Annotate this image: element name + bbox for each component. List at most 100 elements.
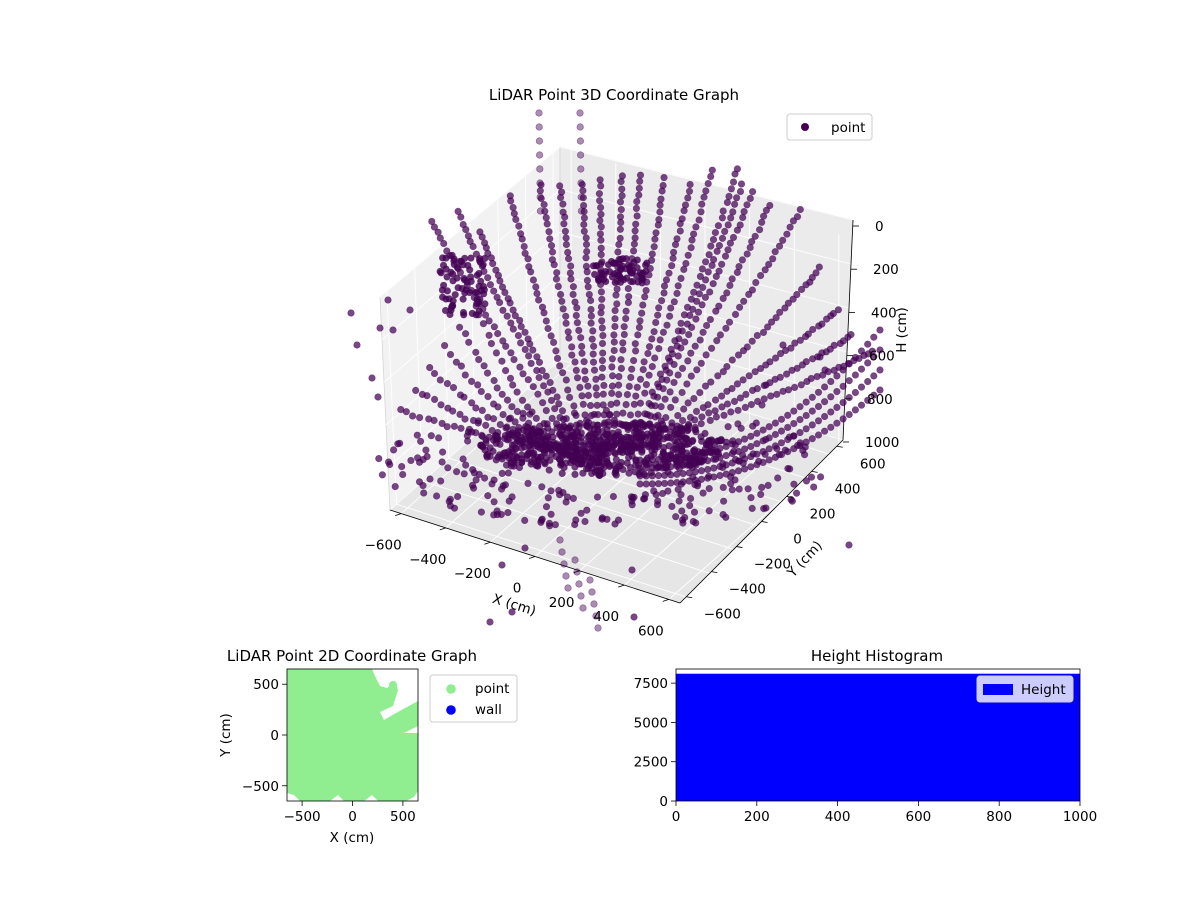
scatter-3d-point <box>684 251 692 259</box>
scatter-3d-point <box>720 411 728 419</box>
scatter-3d-point <box>797 381 805 389</box>
scatter-3d-point <box>833 388 841 396</box>
scatter-3d-point <box>719 207 727 215</box>
scatter-3d-point <box>629 357 638 365</box>
scatter-3d-point <box>755 457 763 465</box>
scatter-3d-point <box>757 490 765 499</box>
scatter-3d-point <box>594 459 602 467</box>
scatter-3d-point <box>743 201 751 209</box>
scatter-3d-point <box>548 248 557 256</box>
scatter-3d-point <box>538 515 546 523</box>
scatter-3d-point <box>630 400 638 408</box>
scatter-3d-point <box>611 307 619 315</box>
scatter-3d-point <box>528 408 536 416</box>
scatter-3d-point <box>699 328 707 336</box>
scatter-3d-point <box>598 295 606 303</box>
scatter-3d-point <box>814 417 823 425</box>
scatter-3d-point <box>662 276 671 284</box>
x-tick-3d-label: 200 <box>549 595 575 611</box>
scatter-3d-point <box>753 385 761 393</box>
z-tick-3d-label: 600 <box>869 349 895 365</box>
scatter-3d-point <box>636 399 645 407</box>
scatter-3d-point <box>535 109 543 117</box>
scatter-3d-point <box>616 213 625 221</box>
scatter-3d-point <box>672 425 681 434</box>
scatter-3d-point <box>549 338 558 347</box>
scatter-3d-point <box>433 492 441 500</box>
scatter-3d-point <box>440 239 448 248</box>
scatter-3d-point <box>636 375 645 383</box>
scatter-3d-point <box>482 439 490 447</box>
scatter-3d-point <box>684 194 692 202</box>
scatter-3d-point <box>490 377 498 385</box>
scatter-3d-point <box>655 304 663 312</box>
scatter-3d-point <box>631 468 639 476</box>
scatter-3d-point <box>599 390 607 398</box>
scatter-3d-point <box>668 262 676 270</box>
scatter-3d-point <box>834 306 843 314</box>
scatter-3d-point <box>719 483 727 492</box>
scatter-3d-point <box>783 230 791 238</box>
scatter-3d-point <box>660 479 669 488</box>
scatter-3d-point <box>660 174 668 182</box>
scatter-3d-point <box>640 495 649 503</box>
scatter-3d-point <box>696 389 704 397</box>
scatter-3d-point <box>616 446 625 454</box>
scatter-3d-point <box>613 300 621 308</box>
scatter-3d-point <box>509 325 517 333</box>
scatter-3d-point <box>672 513 680 521</box>
scatter-3d-point <box>569 494 578 503</box>
scatter-3d-point <box>752 279 760 287</box>
scatter-3d-point <box>845 360 853 368</box>
scatter-3d-point <box>704 180 712 188</box>
scatter-3d-point <box>462 330 470 338</box>
scatter-3d-point <box>503 312 511 320</box>
scatter-3d-point <box>619 465 627 474</box>
scatter-3d-point <box>505 497 513 505</box>
x-tick-2d-label: −500 <box>284 809 321 825</box>
scatter-3d-point <box>693 366 701 374</box>
scatter-3d-point <box>612 410 621 418</box>
scatter-3d-point <box>467 254 475 262</box>
scatter-3d-point <box>777 427 786 435</box>
scatter-3d-point <box>671 437 679 445</box>
scatter-3d-point <box>715 302 723 310</box>
scatter-3d-point <box>641 389 649 397</box>
scatter-3d-point <box>564 328 572 336</box>
scatter-3d-point <box>423 453 431 461</box>
scatter-3d-point <box>713 337 721 345</box>
scatter-3d-point <box>444 464 452 472</box>
scatter-3d-point <box>657 297 666 305</box>
scatter-3d-point <box>701 429 709 438</box>
scatter-3d-point <box>482 311 490 319</box>
scatter-3d-point <box>474 381 482 389</box>
scatter-3d-point <box>857 401 866 409</box>
scatter-3d-point <box>617 206 625 214</box>
scatter-3d-point <box>717 392 726 400</box>
scatter-3d-point <box>658 452 666 460</box>
scatter-3d-point <box>475 356 483 364</box>
scatter-3d-point <box>716 472 724 480</box>
scatter-3d-point <box>618 262 626 270</box>
scatter-3d-point <box>578 349 586 357</box>
scatter-3d-point <box>612 291 620 299</box>
scatter-3d-point <box>582 240 591 248</box>
scatter-3d-point <box>454 207 462 215</box>
y-tick-hist-label: 7500 <box>634 676 668 692</box>
chart-2d-title: LiDAR Point 2D Coordinate Graph <box>227 647 477 665</box>
scatter-3d-point <box>447 303 456 312</box>
scatter-3d-point <box>790 407 798 415</box>
scatter-3d-point <box>701 382 710 390</box>
scatter-3d-point <box>589 342 598 350</box>
scatter-3d-point <box>704 401 712 409</box>
scatter-3d-point <box>753 331 761 340</box>
scatter-3d-point <box>597 244 605 252</box>
scatter-3d-point <box>599 349 607 357</box>
scatter-3d-point <box>482 421 490 429</box>
scatter-3d-point <box>615 240 623 249</box>
x-tick-3d-label: 600 <box>638 623 664 639</box>
scatter-3d-point <box>651 402 659 410</box>
scatter-3d-point <box>538 366 546 375</box>
scatter-3d-point <box>542 503 551 511</box>
scatter-3d-point <box>552 441 560 449</box>
